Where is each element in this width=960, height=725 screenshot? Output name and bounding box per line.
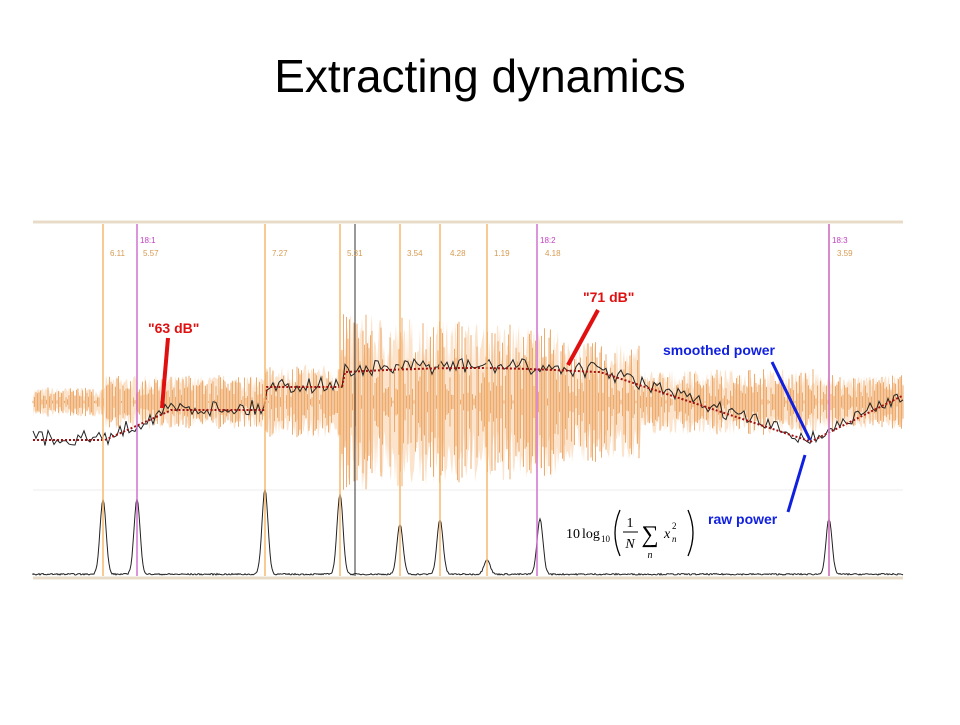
annotation: smoothed power: [663, 342, 776, 358]
interval-label: 3.54: [407, 249, 423, 258]
annotation-pointers: [160, 309, 812, 513]
smoothed-power: [33, 367, 904, 444]
formula: 10 log 10 1 N ∑ n x n 2: [566, 509, 694, 561]
interval-label: 4.28: [450, 249, 466, 258]
paren: [614, 509, 621, 557]
formula-part: N: [624, 537, 635, 552]
raw-power: [32, 357, 904, 446]
pointer-smoothed: [770, 361, 812, 441]
formula-part: 2: [672, 521, 677, 531]
formula-part: 10: [601, 534, 611, 544]
paren: [687, 509, 694, 557]
beat-label: 18:2: [540, 236, 556, 245]
formula-part: n: [672, 534, 677, 544]
formula-part: ∑: [641, 522, 658, 548]
formula-part: log: [582, 527, 600, 542]
annotation: "63 dB": [148, 320, 199, 336]
annotation: raw power: [708, 511, 778, 527]
interval-label: 4.18: [545, 249, 561, 258]
interval-label: 5.31: [347, 249, 363, 258]
annotation: "71 dB": [583, 289, 634, 305]
slide-title: Extracting dynamics: [274, 50, 686, 102]
formula-part: x: [663, 527, 671, 542]
interval-label: 6.11: [110, 249, 126, 258]
pointer-71db: [566, 309, 600, 366]
beat-label: 18:3: [832, 236, 848, 245]
formula-part: 10: [566, 527, 580, 542]
waveform-figure: 18:1 18:2 18:3 6.11 5.57 7.27 5.31 3.54 4.28 1.19…: [32, 220, 904, 580]
beat-label: 18:1: [140, 236, 156, 245]
interval-label: 3.59: [837, 249, 853, 258]
pointer-raw: [786, 454, 807, 513]
formula-part: 1: [627, 516, 634, 531]
interval-label: 7.27: [272, 249, 288, 258]
onset-curve: [32, 488, 904, 576]
pointer-63db: [160, 337, 170, 409]
interval-label: 5.57: [143, 249, 159, 258]
waveform: [32, 314, 904, 490]
formula-part: n: [648, 550, 653, 561]
interval-label: 1.19: [494, 249, 510, 258]
